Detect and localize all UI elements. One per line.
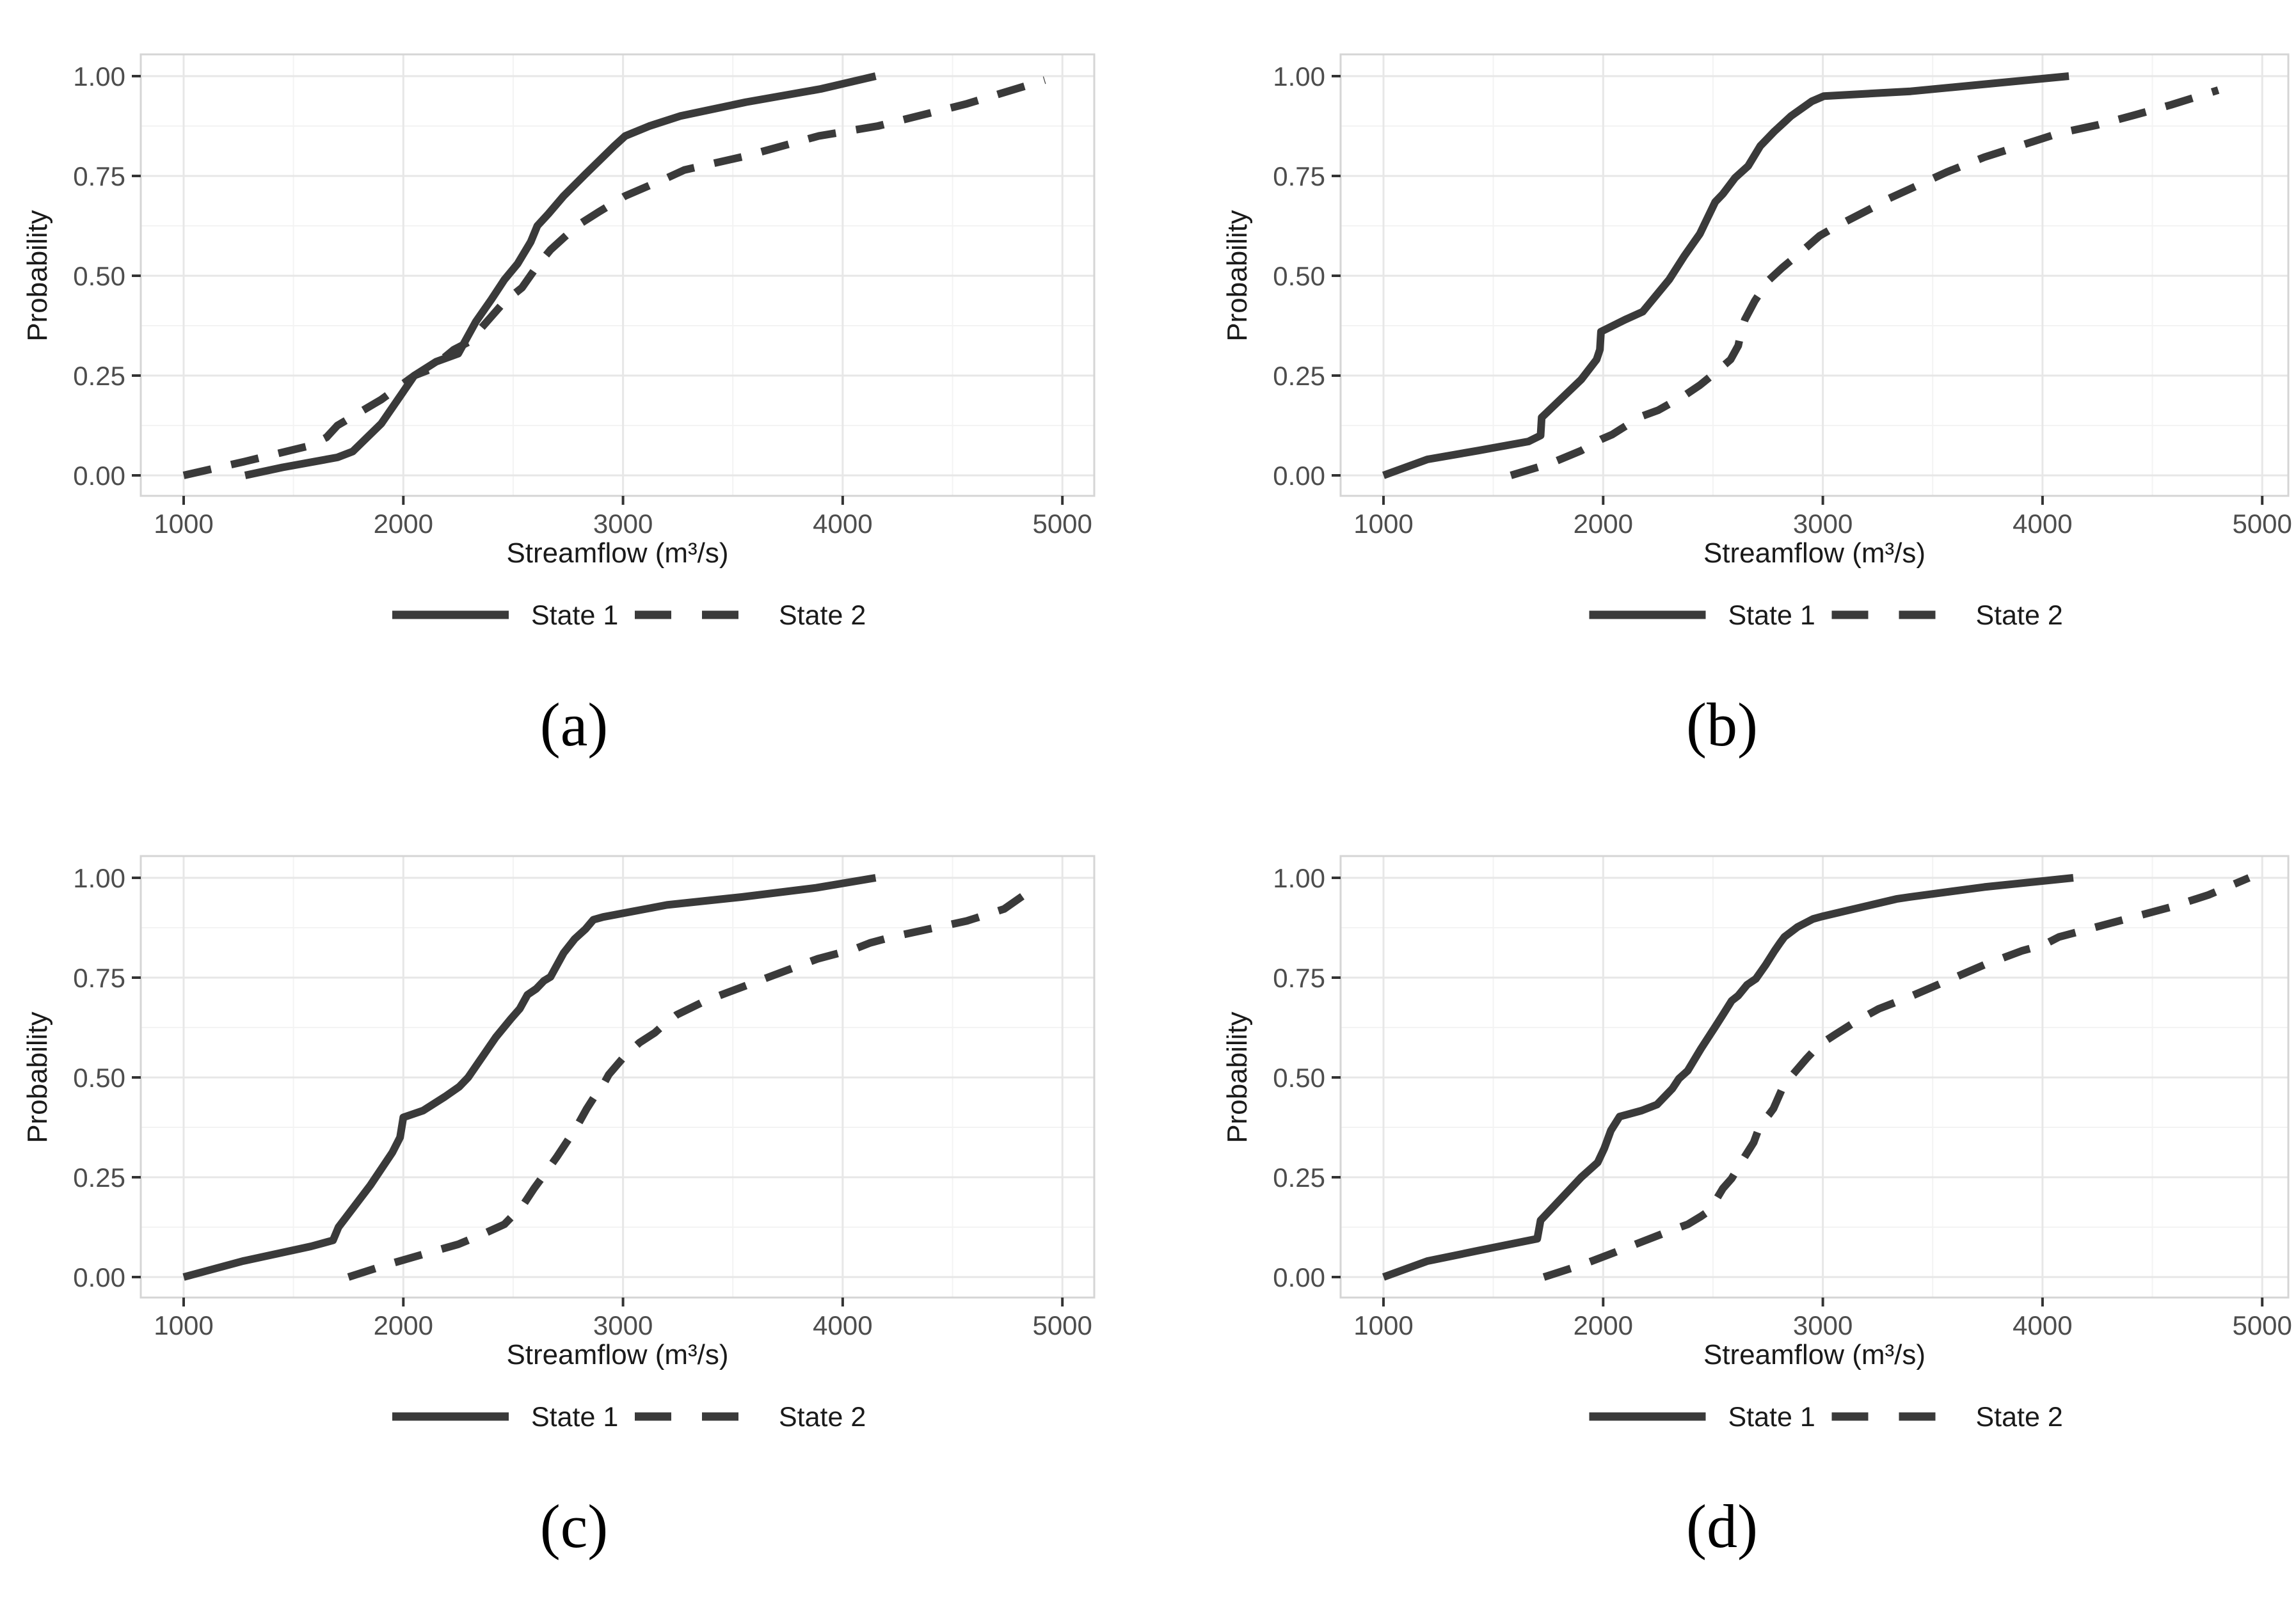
x-tick-label: 5000 (2232, 1310, 2292, 1340)
x-tick-label: 4000 (2013, 509, 2072, 539)
series-line-state-2 (347, 886, 1034, 1281)
cdf-chart-d: 1000 2000 3000 4000 5000 0.00 0.25 0.50 0.75 1.00… (1222, 855, 2292, 1433)
legend-label-state-1: State 1 (531, 600, 618, 631)
series-line-state-2 (1542, 874, 2251, 1281)
y-tick-label: 1.00 (73, 61, 125, 91)
grid-major (141, 856, 1094, 1298)
panel-caption-a: (a) (539, 690, 609, 759)
legend-label-state-2: State 2 (779, 600, 866, 631)
x-tick-label: 5000 (2232, 509, 2292, 539)
y-tick-label: 0.50 (73, 261, 125, 291)
x-tick-labels: 1000 2000 3000 4000 5000 (154, 509, 1092, 539)
y-tick-label: 1.00 (1273, 61, 1325, 91)
y-tick-labels: 0.00 0.25 0.50 0.75 1.00 (1273, 863, 1325, 1292)
y-tick-label: 0.75 (1273, 963, 1325, 993)
y-tick-label: 0.50 (1273, 1063, 1325, 1093)
y-tick-label: 1.00 (73, 863, 125, 893)
x-tick-label: 1000 (1353, 509, 1413, 539)
legend: State 1 State 2 (392, 600, 866, 631)
legend-label-state-1: State 1 (1728, 1402, 1815, 1433)
y-axis-title: Probability (22, 1012, 53, 1143)
x-tick-label: 5000 (1032, 509, 1092, 539)
x-axis-title: Streamflow (m³/s) (506, 537, 728, 569)
x-tick-label: 3000 (1793, 1310, 1853, 1340)
x-tick-label: 1000 (154, 1310, 213, 1340)
legend-label-state-2: State 2 (779, 1402, 866, 1433)
x-tick-label: 1000 (1353, 1310, 1413, 1340)
y-tick-label: 0.75 (73, 161, 125, 191)
panel-b: 1000 2000 3000 4000 5000 0.00 0.25 0.50 0.75 1.00… (1148, 0, 2296, 802)
series-line-state-1 (182, 874, 877, 1281)
y-tick-labels: 0.00 0.25 0.50 0.75 1.00 (73, 863, 125, 1292)
y-tick-label: 0.25 (73, 1163, 125, 1193)
panel-caption-c: (c) (539, 1492, 609, 1560)
legend-label-state-1: State 1 (531, 1402, 618, 1433)
x-tick-labels: 1000 2000 3000 4000 5000 (1353, 509, 2292, 539)
panel-d: 1000 2000 3000 4000 5000 0.00 0.25 0.50 0.75 1.00… (1148, 802, 2296, 1604)
x-tick-label: 1000 (154, 509, 213, 539)
x-tick-labels: 1000 2000 3000 4000 5000 (1353, 1310, 2292, 1340)
y-axis-title: Probability (22, 210, 53, 341)
grid-major (1341, 856, 2288, 1298)
grid-major (1341, 54, 2288, 496)
y-tick-labels: 0.00 0.25 0.50 0.75 1.00 (73, 61, 125, 491)
y-axis-title: Probability (1222, 210, 1253, 341)
x-tick-label: 4000 (813, 1310, 872, 1340)
x-tick-labels: 1000 2000 3000 4000 5000 (154, 1310, 1092, 1340)
panel-caption-b: (b) (1686, 690, 1758, 759)
grid-major (141, 54, 1094, 496)
axis-ticks (1332, 75, 2264, 505)
legend: State 1 State 2 (1589, 600, 2063, 631)
panel-a: 1000 2000 3000 4000 5000 0.00 0.25 0.50 0.75 1.00… (0, 0, 1148, 802)
axis-ticks (1332, 877, 2264, 1306)
y-tick-label: 1.00 (1273, 863, 1325, 893)
legend-label-state-2: State 2 (1976, 600, 2063, 631)
series-line-state-2 (182, 76, 1046, 479)
x-tick-label: 2000 (374, 509, 433, 539)
y-tick-label: 0.00 (73, 1262, 125, 1292)
x-tick-label: 2000 (1574, 509, 1633, 539)
series-line-state-1 (1382, 72, 2069, 479)
series-line-state-1 (1382, 874, 2074, 1281)
axis-ticks (132, 75, 1064, 505)
x-axis-title: Streamflow (m³/s) (1703, 537, 1925, 569)
x-axis-title: Streamflow (m³/s) (1703, 1339, 1925, 1370)
y-tick-label: 0.50 (1273, 261, 1325, 291)
x-tick-label: 2000 (1574, 1310, 1633, 1340)
panel-c: 1000 2000 3000 4000 5000 0.00 0.25 0.50 0.75 1.00… (0, 802, 1148, 1604)
y-tick-label: 0.00 (1273, 1262, 1325, 1292)
y-tick-label: 0.25 (1273, 1163, 1325, 1193)
x-tick-label: 3000 (593, 1310, 653, 1340)
y-tick-label: 0.00 (1273, 461, 1325, 491)
x-tick-label: 3000 (1793, 509, 1853, 539)
cdf-chart-b: 1000 2000 3000 4000 5000 0.00 0.25 0.50 0.75 1.00… (1222, 53, 2292, 631)
cdf-chart-c: 1000 2000 3000 4000 5000 0.00 0.25 0.50 0.75 1.00… (22, 855, 1096, 1433)
x-tick-label: 5000 (1032, 1310, 1092, 1340)
legend: State 1 State 2 (392, 1402, 866, 1433)
legend-label-state-2: State 2 (1976, 1402, 2063, 1433)
legend-label-state-1: State 1 (1728, 600, 1815, 631)
y-tick-label: 0.50 (73, 1063, 125, 1093)
y-tick-label: 0.25 (1273, 361, 1325, 391)
y-tick-label: 0.00 (73, 461, 125, 491)
y-axis-title: Probability (1222, 1012, 1253, 1143)
x-tick-label: 2000 (374, 1310, 433, 1340)
y-tick-label: 0.75 (1273, 161, 1325, 191)
x-axis-title: Streamflow (m³/s) (506, 1339, 728, 1370)
grid-minor (1341, 54, 2288, 496)
legend: State 1 State 2 (1589, 1402, 2063, 1433)
x-tick-label: 4000 (2013, 1310, 2072, 1340)
y-tick-labels: 0.00 0.25 0.50 0.75 1.00 (1273, 61, 1325, 491)
panel-caption-d: (d) (1686, 1492, 1758, 1560)
series-line-state-1 (244, 72, 877, 479)
axis-ticks (132, 877, 1064, 1306)
x-tick-label: 4000 (813, 509, 872, 539)
cdf-chart-a: 1000 2000 3000 4000 5000 0.00 0.25 0.50 0.75 1.00… (22, 53, 1096, 631)
y-tick-label: 0.25 (73, 361, 125, 391)
y-tick-label: 0.75 (73, 963, 125, 993)
x-tick-label: 3000 (593, 509, 653, 539)
